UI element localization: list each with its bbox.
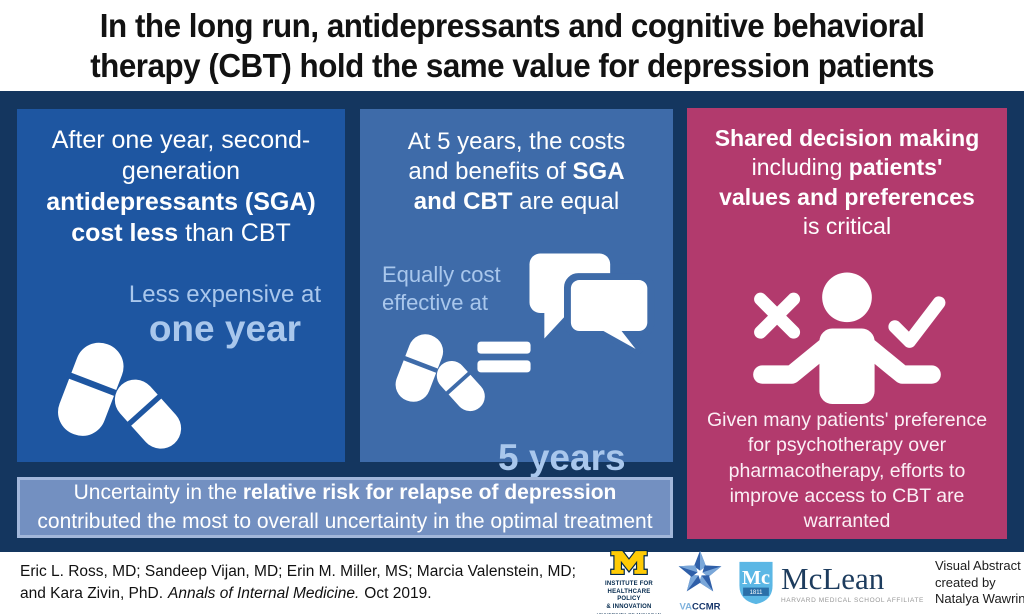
svg-text:Mc: Mc	[742, 567, 770, 589]
panel-shared-decision-heading: Shared decision making including patient…	[714, 125, 980, 240]
one-year-callout-label: Less expensive at	[128, 281, 321, 308]
authors-citation: Eric L. Ross, MD; Sandeep Vijan, MD; Eri…	[20, 561, 595, 604]
credit-note: Visual Abstract created by Natalya Wawri…	[934, 557, 1024, 607]
five-years-callout-value: 5 years	[498, 437, 626, 478]
equals-icon	[477, 341, 531, 373]
logo-row: INSTITUTE FOR HEALTHCARE POLICY & INNOVA…	[595, 549, 1024, 614]
journal-name: Annals of Internal Medicine.	[168, 585, 360, 602]
uncertainty-bar: Uncertainty in the relative risk for rel…	[17, 477, 673, 538]
mclean-shield-icon: Mc 1811	[739, 561, 773, 605]
footer: Eric L. Ross, MD; Sandeep Vijan, MD; Eri…	[0, 549, 1024, 614]
umich-ihpi-logo: INSTITUTE FOR HEALTHCARE POLICY & INNOVA…	[595, 549, 663, 614]
page-title-line1: In the long run, antidepressants and cog…	[99, 6, 925, 44]
mclean-logo: Mc 1811 McLean HARVARD MEDICAL SCHOOL AF…	[737, 560, 924, 606]
content-band: After one year, second- generation antid…	[0, 91, 1024, 552]
svg-text:1811: 1811	[750, 590, 764, 596]
panel-five-years: At 5 years, the costs and benefits of SG…	[360, 109, 673, 478]
vaccmr-star-icon: VACCMR	[678, 550, 722, 612]
umich-block-m-icon	[610, 549, 648, 576]
panel-shared-decision: Shared decision making including patient…	[687, 108, 1007, 539]
pills-icon	[58, 342, 182, 449]
chat-bubbles-icon	[529, 253, 655, 357]
person-choice-icon	[753, 272, 946, 404]
page-title: In the long run, antidepressants and cog…	[90, 6, 934, 85]
one-year-callout-value: one year	[148, 308, 302, 349]
mclean-affiliate-line: HARVARD MEDICAL SCHOOL AFFILIATE	[781, 596, 924, 604]
vaccmr-logo: VACCMR	[674, 549, 726, 614]
one-year-callout: Less expensive at one year	[129, 281, 321, 350]
pills-icon	[395, 334, 485, 412]
svg-text:VACCMR: VACCMR	[680, 601, 721, 612]
panel-one-year-heading: After one year, second- generation antid…	[46, 126, 316, 247]
authors-line2: and Kara Zivin, PhD. Annals of Internal M…	[20, 585, 432, 602]
shared-decision-body: Given many patients' preference for psyc…	[706, 409, 988, 533]
authors-line1: Eric L. Ross, MD; Sandeep Vijan, MD; Eri…	[20, 563, 576, 581]
title-bar: In the long run, antidepressants and cog…	[0, 0, 1024, 91]
panel-five-years-heading: At 5 years, the costs and benefits of SG…	[407, 128, 626, 215]
five-years-callout-label: Equally cost effective at	[382, 262, 501, 315]
mclean-wordmark: McLean	[781, 560, 885, 596]
panel-one-year: After one year, second- generation antid…	[17, 109, 345, 462]
page-title-line2: therapy (CBT) hold the same value for de…	[90, 46, 934, 84]
